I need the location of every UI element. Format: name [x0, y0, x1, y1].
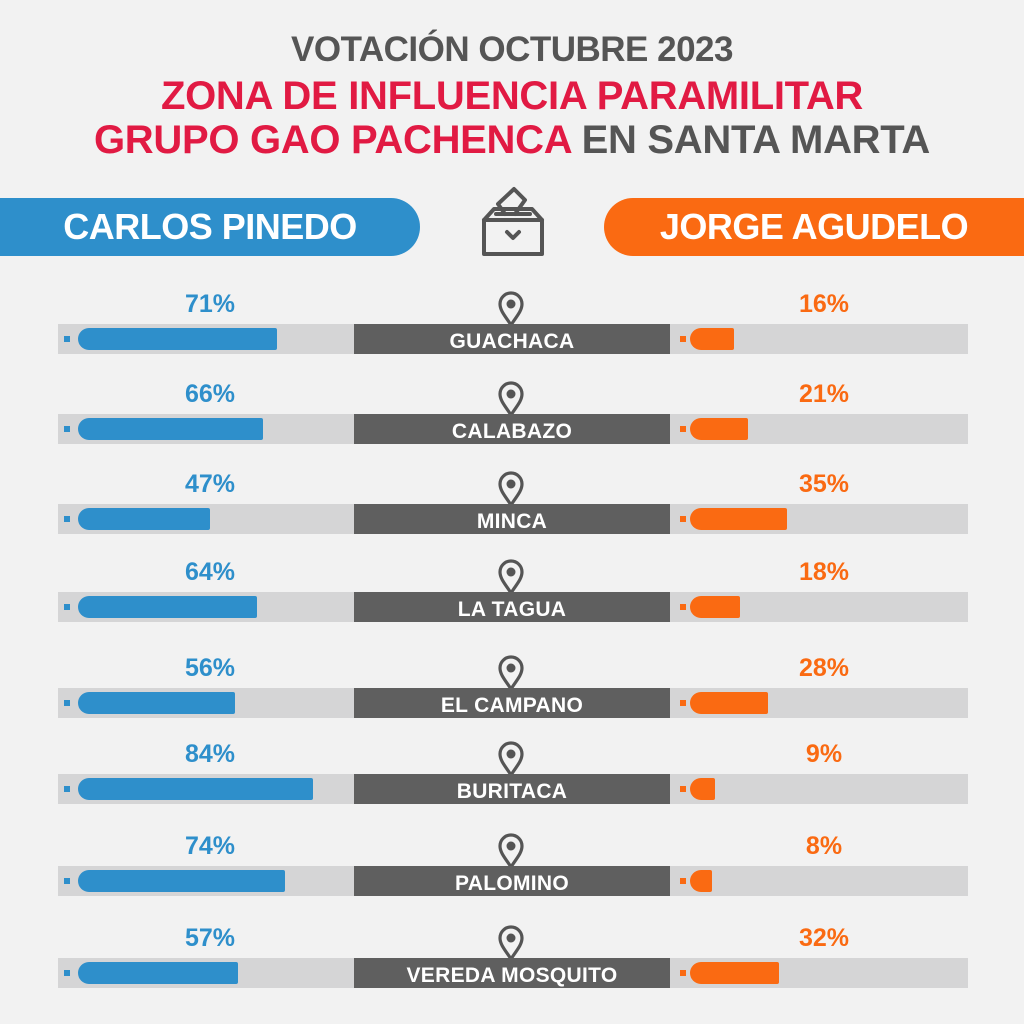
location-pin-icon [498, 833, 524, 869]
left-bar-marker [64, 878, 70, 884]
left-bar-marker [64, 970, 70, 976]
candidate-left-banner: CARLOS PINEDO [0, 198, 420, 256]
location-pin-icon [498, 741, 524, 777]
right-bar-track [670, 324, 968, 354]
right-bar [690, 418, 748, 440]
location-pin-icon [498, 471, 524, 507]
left-value-label: 66% [184, 380, 236, 408]
right-bar [690, 962, 779, 984]
right-bar-marker [680, 700, 686, 706]
chart-row: 74% 8% PALOMINO [0, 832, 1024, 912]
chart-row: 64% 18% LA TAGUA [0, 558, 1024, 638]
zone-label: LA TAGUA [354, 592, 670, 622]
zone-label: VEREDA MOSQUITO [354, 958, 670, 988]
right-bar [690, 692, 768, 714]
right-value-label: 32% [798, 924, 850, 952]
right-bar-track [670, 866, 968, 896]
right-bar [690, 778, 715, 800]
location-pin-icon [498, 925, 524, 961]
chart-row: 71% 16% GUACHACA [0, 290, 1024, 370]
right-bar [690, 328, 734, 350]
right-bar-marker [680, 878, 686, 884]
left-bar-track [58, 414, 354, 444]
left-bar-marker [64, 336, 70, 342]
left-bar-marker [64, 700, 70, 706]
zone-label: PALOMINO [354, 866, 670, 896]
chart-row: 84% 9% BURITACA [0, 740, 1024, 820]
left-bar [78, 596, 257, 618]
right-bar [690, 508, 787, 530]
left-value-label: 71% [184, 290, 236, 318]
left-bar [78, 870, 285, 892]
right-bar-marker [680, 336, 686, 342]
left-value-label: 64% [184, 558, 236, 586]
left-value-label: 84% [184, 740, 236, 768]
right-bar-track [670, 414, 968, 444]
right-value-label: 18% [798, 558, 850, 586]
left-bar [78, 692, 235, 714]
right-bar-marker [680, 604, 686, 610]
chart-row: 57% 32% VEREDA MOSQUITO [0, 924, 1024, 1004]
location-pin-icon [498, 655, 524, 691]
left-bar-track [58, 688, 354, 718]
group-name: GRUPO GAO PACHENCA [93, 118, 571, 162]
zone-label: BURITACA [354, 774, 670, 804]
right-value-label: 16% [798, 290, 850, 318]
left-bar [78, 962, 238, 984]
zone-label: CALABAZO [354, 414, 670, 444]
location-pin-icon [498, 291, 524, 327]
left-bar-track [58, 324, 354, 354]
left-bar-track [58, 592, 354, 622]
location-pin-icon [498, 381, 524, 417]
candidate-right-banner: JORGE AGUDELO [604, 198, 1024, 256]
chart-row: 56% 28% EL CAMPANO [0, 654, 1024, 734]
chart-row: 47% 35% MINCA [0, 470, 1024, 550]
left-bar-marker [64, 426, 70, 432]
chart-title: VOTACIÓN OCTUBRE 2023 [291, 30, 734, 69]
right-bar [690, 596, 740, 618]
left-bar-track [58, 866, 354, 896]
right-bar-track [670, 688, 968, 718]
ballot-box-icon [482, 187, 544, 256]
left-bar-marker [64, 786, 70, 792]
left-bar [78, 328, 277, 350]
right-bar-marker [680, 516, 686, 522]
chart-row: 66% 21% CALABAZO [0, 380, 1024, 460]
right-bar-track [670, 774, 968, 804]
location-text: EN SANTA MARTA [570, 118, 931, 162]
left-value-label: 57% [184, 924, 236, 952]
left-value-label: 47% [184, 470, 236, 498]
left-bar-track [58, 774, 354, 804]
right-value-label: 9% [805, 740, 843, 768]
zone-label: EL CAMPANO [354, 688, 670, 718]
right-bar-track [670, 504, 968, 534]
right-value-label: 35% [798, 470, 850, 498]
right-bar-marker [680, 970, 686, 976]
right-bar [690, 870, 712, 892]
left-bar-marker [64, 604, 70, 610]
left-bar-track [58, 958, 354, 988]
right-value-label: 21% [798, 380, 850, 408]
chart-subtitle-2: GRUPO GAO PACHENCA EN SANTA MARTA [0, 118, 1024, 163]
left-bar-marker [64, 516, 70, 522]
left-bar-track [58, 504, 354, 534]
left-bar [78, 418, 263, 440]
left-value-label: 56% [184, 654, 236, 682]
right-bar-marker [680, 426, 686, 432]
left-bar [78, 778, 313, 800]
right-value-label: 28% [798, 654, 850, 682]
left-value-label: 74% [184, 832, 236, 860]
left-bar [78, 508, 210, 530]
right-bar-marker [680, 786, 686, 792]
right-value-label: 8% [805, 832, 843, 860]
chart-subtitle: ZONA DE INFLUENCIA PARAMILITAR [160, 74, 864, 118]
location-pin-icon [498, 559, 524, 595]
right-bar-track [670, 592, 968, 622]
right-bar-track [670, 958, 968, 988]
zone-label: GUACHACA [354, 324, 670, 354]
zone-label: MINCA [354, 504, 670, 534]
